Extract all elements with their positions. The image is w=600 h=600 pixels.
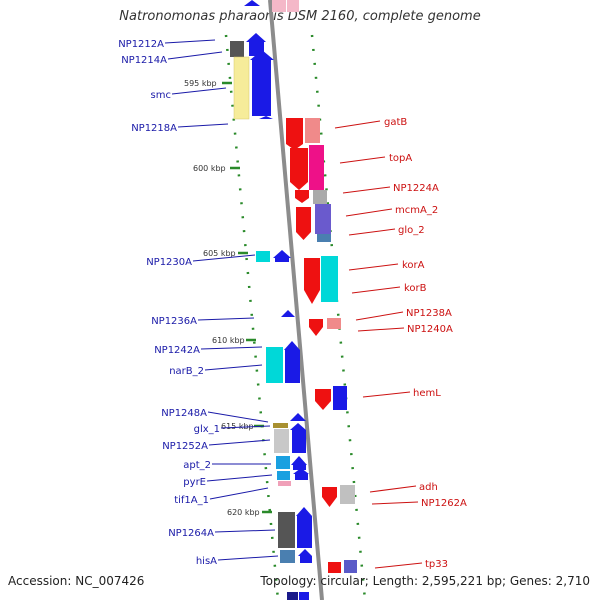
label-NP1236A: NP1236A: [151, 316, 197, 327]
scale-label-610: 610 kbp: [212, 336, 245, 345]
label-NP1212A: NP1212A: [118, 39, 164, 50]
scale-label-600: 600 kbp: [193, 164, 226, 173]
genome-backbone: [268, 0, 324, 600]
scale-label-615: 615 kbp: [221, 422, 254, 431]
label-apt_2: apt_2: [183, 460, 211, 471]
label-NP1214A: NP1214A: [121, 55, 167, 66]
label-gatB: gatB: [384, 117, 407, 128]
left-gene-labels: NP1212A NP1214A smc NP1218A NP1230A NP12…: [118, 39, 220, 567]
label-tif1A_1: tif1A_1: [174, 495, 209, 506]
scale-label-620: 620 kbp: [227, 508, 260, 517]
right-leader-lines: [334, 120, 423, 569]
label-mcmA_2: mcmA_2: [395, 205, 438, 216]
label-NP1264A: NP1264A: [168, 528, 214, 539]
label-NP1252A: NP1252A: [162, 441, 208, 452]
label-NP1262A: NP1262A: [421, 498, 467, 509]
label-NP1238A: NP1238A: [406, 308, 452, 319]
scale-label-605: 605 kbp: [203, 249, 236, 258]
topology-text: Topology: circular; Length: 2,595,221 bp…: [260, 574, 590, 588]
right-gene-labels: gatB topA NP1224A mcmA_2 glo_2 korA korB…: [384, 117, 467, 570]
label-glo_2: glo_2: [398, 225, 425, 236]
label-tp33: tp33: [425, 559, 448, 570]
label-hemL: hemL: [413, 388, 441, 399]
label-smc: smc: [151, 90, 171, 101]
top-features: [244, 0, 299, 12]
label-glx_1: glx_1: [194, 424, 220, 435]
label-pyrE: pyrE: [183, 477, 206, 488]
right-strand-features: [286, 118, 357, 573]
map-title: Natronomonas pharaonis DSM 2160, complet…: [119, 9, 481, 24]
left-leader-lines: [164, 39, 279, 561]
scale-ticks: [222, 81, 272, 514]
label-topA: topA: [389, 153, 412, 164]
left-strand-features: [230, 33, 312, 600]
label-NP1248A: NP1248A: [161, 408, 207, 419]
scale-label-595: 595 kbp: [184, 79, 217, 88]
label-adh: adh: [419, 482, 438, 493]
label-korB: korB: [404, 283, 427, 294]
label-narB_2: narB_2: [169, 366, 204, 377]
label-hisA: hisA: [196, 556, 217, 567]
label-NP1218A: NP1218A: [131, 123, 177, 134]
label-NP1230A: NP1230A: [146, 257, 192, 268]
label-NP1224A: NP1224A: [393, 183, 439, 194]
accession-text: Accession: NC_007426: [8, 574, 145, 588]
label-NP1240A: NP1240A: [407, 324, 453, 335]
label-korA: korA: [402, 260, 425, 271]
label-NP1242A: NP1242A: [154, 345, 200, 356]
